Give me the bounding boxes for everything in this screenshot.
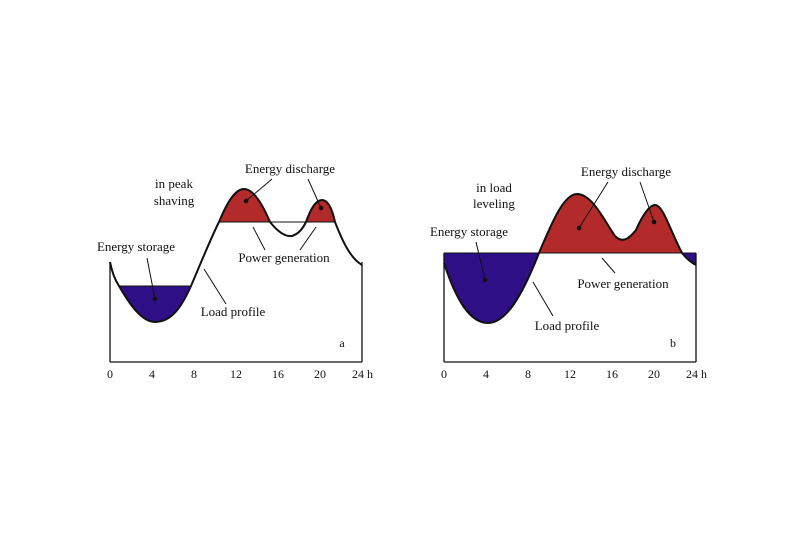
panel-b-storage-leader [475, 241, 486, 281]
panel-a-generation-leader-1 [252, 226, 266, 251]
panel-b-discharge-leader-1 [578, 181, 609, 229]
panel-a-generation-leader-2 [299, 226, 317, 251]
panel-b-tick-8: 8 [525, 367, 531, 381]
panel-a-load-profile-leader [203, 268, 227, 305]
panel-a-storage-dot [152, 296, 158, 302]
panel-a-tick-16: 16 [272, 367, 284, 381]
panel-a-discharge-dot-1 [243, 198, 249, 204]
panel-b-discharge-dot-1 [576, 225, 582, 231]
panel-b-tick-12: 12 [564, 367, 576, 381]
panel-a-energy-discharge-area [219, 189, 270, 222]
panel-a-mode-line-1: in peak [155, 176, 193, 191]
panel-b-power-generation-label: Power generation [577, 276, 669, 291]
panel-b-letter: b [670, 336, 676, 350]
panel-a-mode-line-2: shaving [154, 193, 195, 208]
panel-a: 0 4 8 12 16 20 24 h a in peak shaving En… [97, 161, 373, 381]
panel-a-discharge-leader-2 [307, 178, 322, 209]
panel-a-tick-4: 4 [149, 367, 155, 381]
panel-b: 0 4 8 12 16 20 24 h b in load leveling E… [430, 164, 707, 381]
panel-a-tick-24: 24 h [352, 367, 373, 381]
panel-b-load-profile-curve [443, 192, 697, 325]
panel-b-discharge-leader-2 [639, 181, 655, 223]
panel-a-discharge-leader-1 [245, 178, 273, 202]
panel-a-load-profile-label: Load profile [201, 304, 266, 319]
panel-a-energy-discharge-label: Energy discharge [245, 161, 335, 176]
panel-a-tick-0: 0 [107, 367, 113, 381]
panel-b-discharge-dot-2 [651, 219, 657, 225]
panel-b-mode-line-1: in load [476, 180, 512, 195]
panel-a-tick-8: 8 [191, 367, 197, 381]
panel-b-energy-discharge-area [539, 194, 682, 253]
panel-b-tick-0: 0 [441, 367, 447, 381]
panel-b-mode-line-2: leveling [473, 196, 515, 211]
panel-a-energy-storage-label: Energy storage [97, 239, 175, 254]
panel-a-discharge-dot-2 [318, 205, 324, 211]
panel-b-energy-storage-area [444, 253, 539, 323]
panel-a-storage-leader [146, 257, 156, 300]
panel-a-letter: a [339, 336, 345, 350]
panel-b-tick-24: 24 h [686, 367, 707, 381]
panel-a-load-profile-curve [109, 187, 363, 324]
panel-b-storage-dot [482, 277, 488, 283]
panel-b-load-profile-leader [532, 281, 554, 317]
panel-a-power-generation-label: Power generation [238, 250, 330, 265]
panel-b-tick-20: 20 [648, 367, 660, 381]
panel-b-generation-leader [601, 257, 616, 274]
panel-a-tick-20: 20 [314, 367, 326, 381]
panel-b-load-profile-label: Load profile [535, 318, 600, 333]
panel-a-energy-storage-area [119, 286, 191, 322]
panel-a-tick-12: 12 [230, 367, 242, 381]
panel-b-tick-4: 4 [483, 367, 489, 381]
panel-b-energy-discharge-label: Energy discharge [581, 164, 671, 179]
panel-a-energy-discharge-area-2 [306, 200, 335, 222]
panel-b-tick-16: 16 [606, 367, 618, 381]
panel-b-energy-storage-label: Energy storage [430, 224, 508, 239]
